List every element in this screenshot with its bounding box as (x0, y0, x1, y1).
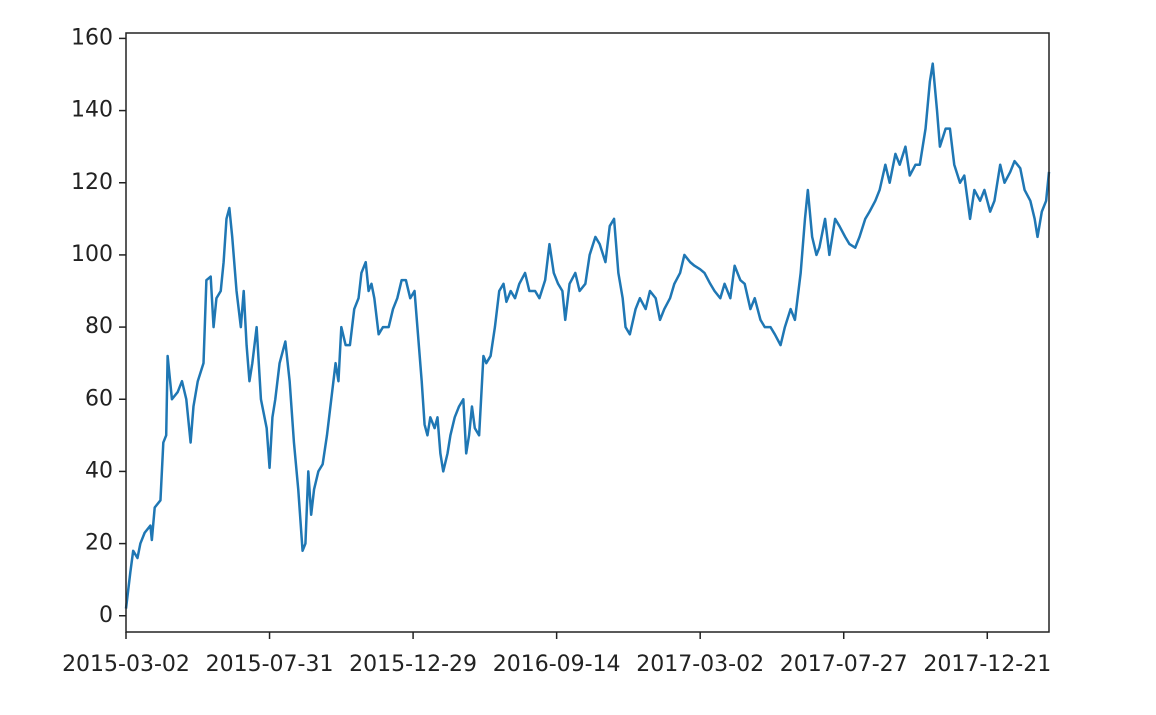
x-tick-label: 2016-09-14 (493, 652, 621, 677)
x-tick-label: 2015-03-02 (62, 652, 190, 677)
x-tick-label: 2017-12-21 (923, 652, 1051, 677)
plot-frame (125, 32, 1050, 633)
y-tick-label: 80 (85, 314, 113, 339)
y-tick-label: 60 (85, 386, 113, 411)
data-line (124, 62, 1051, 609)
x-tick-label: 2015-12-29 (349, 652, 477, 677)
y-tick-label: 140 (71, 98, 113, 123)
y-tick-label: 100 (71, 242, 113, 267)
y-tick-label: 160 (71, 25, 113, 50)
y-tick-label: 120 (71, 170, 113, 195)
y-tick-label: 0 (99, 603, 113, 628)
x-tick-label: 2017-07-27 (780, 652, 908, 677)
y-tick-label: 40 (85, 458, 113, 483)
y-tick-label: 20 (85, 531, 113, 556)
x-tick-label: 2015-07-31 (206, 652, 334, 677)
x-tick-label: 2017-03-02 (636, 652, 764, 677)
